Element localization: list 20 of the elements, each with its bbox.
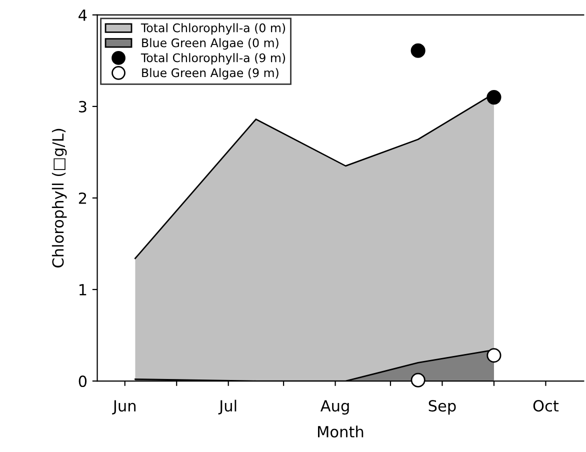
x-tick-label: Jul bbox=[218, 400, 236, 414]
point bbox=[410, 43, 426, 58]
y-axis-title: Chlorophyll (□g/L) bbox=[52, 128, 67, 268]
y-tick-label: 4 bbox=[78, 10, 87, 21]
x-tick-label: Aug bbox=[320, 400, 349, 415]
point bbox=[410, 372, 426, 388]
y-tick-label: 2 bbox=[78, 192, 86, 204]
x-tick-label: Sep bbox=[428, 400, 456, 415]
x-tick-label: Oct bbox=[533, 400, 559, 412]
legend-label: Blue Green Algae (0 m) bbox=[142, 38, 278, 50]
legend-label: Total Chlorophyll-a (9 m) bbox=[140, 53, 286, 65]
y-tick-label: 1 bbox=[80, 284, 86, 296]
point bbox=[486, 90, 502, 105]
y-tick-label: 0 bbox=[78, 376, 87, 388]
x-axis-title: Month bbox=[318, 426, 364, 438]
legend-label: Blue Green Algae (9 m) bbox=[142, 68, 278, 80]
point bbox=[486, 348, 502, 363]
x-tick-label: Jun bbox=[112, 400, 136, 414]
legend-label: Total Chlorophyll-a (0 m) bbox=[140, 23, 286, 35]
y-tick-label: 3 bbox=[79, 100, 86, 112]
